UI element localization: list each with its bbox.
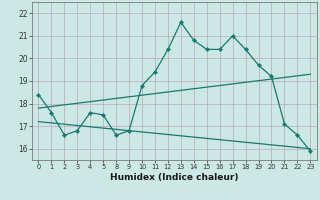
X-axis label: Humidex (Indice chaleur): Humidex (Indice chaleur) [110, 173, 239, 182]
